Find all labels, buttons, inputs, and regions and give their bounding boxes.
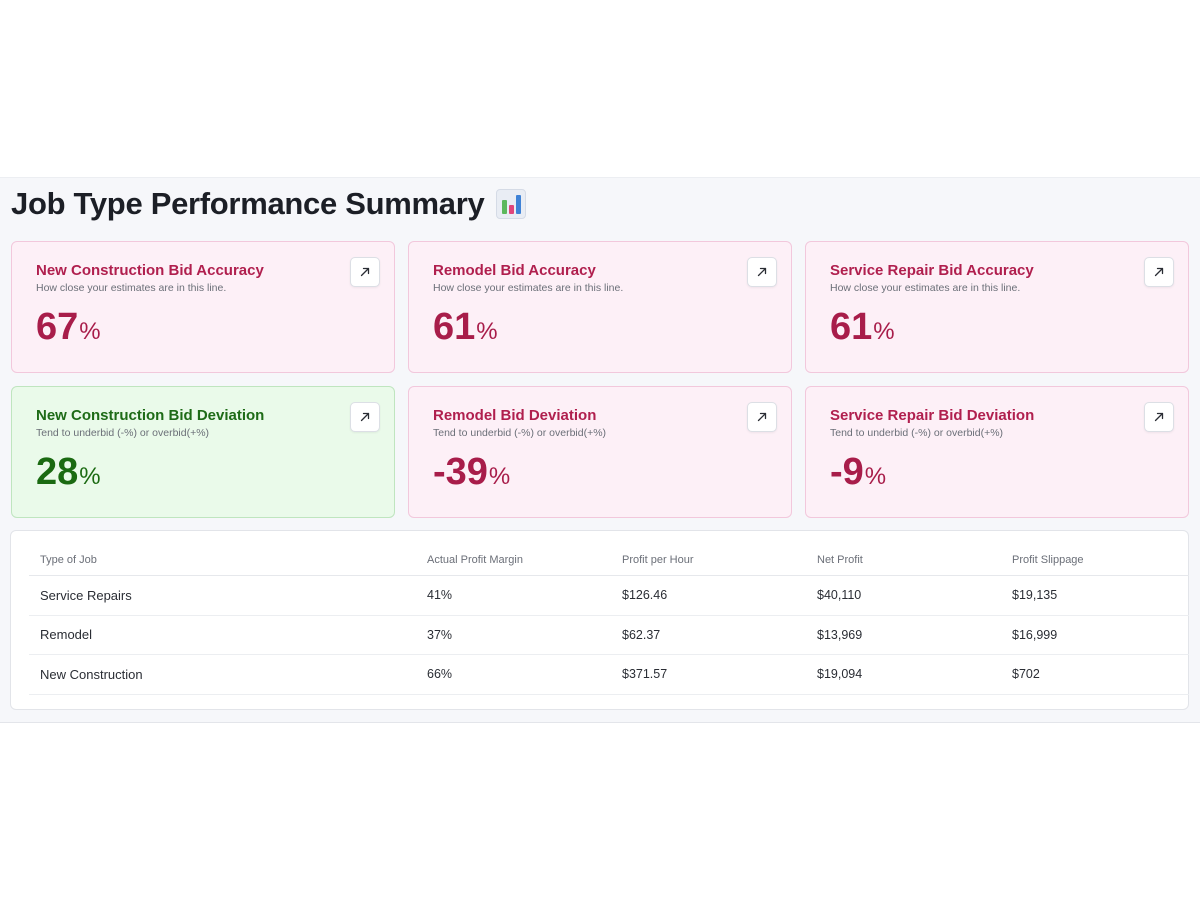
arrow-up-right-icon [757,267,767,277]
arrow-up-right-icon [1154,412,1164,422]
card-value-unit: % [79,463,101,490]
card-service-repair-bid-deviation: Service Repair Bid Deviation Tend to und… [805,386,1189,518]
card-value-number: -39 [433,451,488,493]
card-title: New Construction Bid Deviation [36,407,265,424]
column-header-profit-slippage: Profit Slippage [1001,545,1189,576]
column-header-type-of-job: Type of Job [29,545,416,576]
card-value-number: 28 [36,451,79,493]
bar-chart-icon-bar [509,205,515,214]
table-cell: $702 [1001,654,1189,695]
card-subtitle: How close your estimates are in this lin… [830,282,1021,294]
table-cell: 37% [416,615,611,655]
table-cell: $371.57 [611,654,806,695]
column-header-actual-profit-margin: Actual Profit Margin [416,545,611,576]
table-cell: $16,999 [1001,615,1189,655]
card-subtitle: Tend to underbid (-%) or overbid(+%) [36,427,210,439]
table-cell: 41% [416,575,611,616]
page-title: Job Type Performance Summary [11,186,527,222]
job-type-table-card: Type of Job Actual Profit Margin Profit … [10,530,1189,710]
arrow-up-right-icon [1154,267,1164,277]
card-new-construction-bid-deviation: New Construction Bid Deviation Tend to u… [11,386,395,518]
card-remodel-bid-deviation: Remodel Bid Deviation Tend to underbid (… [408,386,792,518]
table-cell: $40,110 [806,575,1001,616]
table-row: New Construction 66% $371.57 $19,094 $70… [29,654,1189,695]
card-value-unit: % [488,463,511,490]
card-value: 61% [830,303,1164,356]
card-value-unit: % [79,318,101,345]
table-cell: $126.46 [611,575,806,616]
table-cell: Remodel [29,615,416,655]
card-subtitle: How close your estimates are in this lin… [36,282,227,294]
open-details-button[interactable] [1144,402,1174,432]
page-title-text: Job Type Performance Summary [11,186,485,221]
card-subtitle: Tend to underbid (-%) or overbid(+%) [433,427,607,439]
bar-chart-icon-bar [516,195,522,214]
card-value-number: 61 [433,306,476,348]
table-row: Service Repairs 41% $126.46 $40,110 $19,… [29,575,1189,616]
table-cell: $19,094 [806,654,1001,695]
table-cell: 66% [416,654,611,695]
column-header-profit-per-hour: Profit per Hour [611,545,806,576]
table-cell: New Construction [29,654,416,695]
table-cell: $62.37 [611,615,806,655]
bar-chart-emoji-icon [496,189,527,219]
card-title: New Construction Bid Accuracy [36,262,264,279]
card-value-unit: % [873,318,895,345]
open-details-button[interactable] [350,402,380,432]
open-details-button[interactable] [350,257,380,287]
open-details-button[interactable] [747,402,777,432]
card-value: 28% [36,448,370,501]
open-details-button[interactable] [747,257,777,287]
card-subtitle: How close your estimates are in this lin… [433,282,624,294]
card-value-number: 67 [36,306,79,348]
card-title: Remodel Bid Accuracy [433,262,596,279]
card-value: 61% [433,303,767,356]
table-cell: Service Repairs [29,575,416,616]
column-header-net-profit: Net Profit [806,545,1001,576]
card-value-number: -9 [830,451,864,493]
card-value: 67% [36,303,370,356]
card-title: Service Repair Bid Accuracy [830,262,1034,279]
table-header-row: Type of Job Actual Profit Margin Profit … [29,545,1189,576]
arrow-up-right-icon [360,267,370,277]
card-subtitle: Tend to underbid (-%) or overbid(+%) [830,427,1004,439]
card-value-unit: % [864,463,887,490]
arrow-up-right-icon [360,412,370,422]
card-title: Service Repair Bid Deviation [830,407,1035,424]
table-cell: $19,135 [1001,575,1189,616]
card-title: Remodel Bid Deviation [433,407,597,424]
table-cell: $13,969 [806,615,1001,655]
card-value-number: 61 [830,306,873,348]
card-value: -39% [433,448,767,501]
card-remodel-bid-accuracy: Remodel Bid Accuracy How close your esti… [408,241,792,373]
table-row: Remodel 37% $62.37 $13,969 $16,999 [29,615,1189,655]
card-new-construction-bid-accuracy: New Construction Bid Accuracy How close … [11,241,395,373]
arrow-up-right-icon [757,412,767,422]
bar-chart-icon-bar [502,200,508,214]
job-type-table: Type of Job Actual Profit Margin Profit … [29,545,1189,695]
card-service-repair-bid-accuracy: Service Repair Bid Accuracy How close yo… [805,241,1189,373]
card-value-unit: % [476,318,498,345]
open-details-button[interactable] [1144,257,1174,287]
card-value: -9% [830,448,1164,501]
summary-panel: Job Type Performance Summary New Constru… [0,177,1200,723]
